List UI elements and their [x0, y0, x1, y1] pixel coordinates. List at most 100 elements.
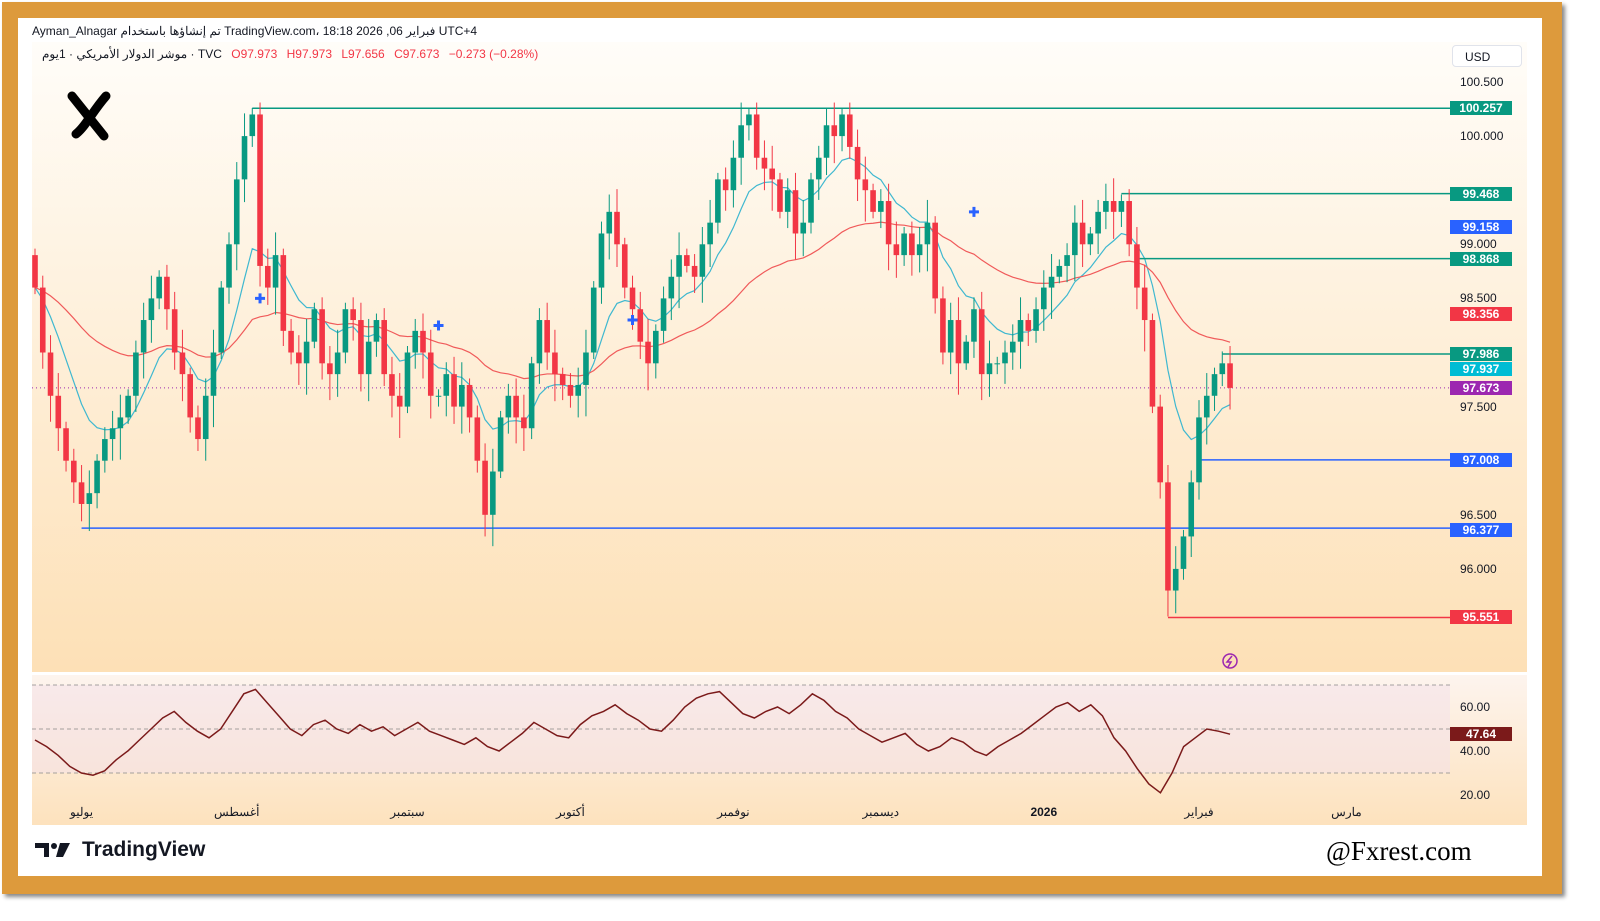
candle	[653, 324, 659, 379]
candle-body	[513, 395, 519, 418]
candle-body	[202, 395, 209, 440]
candle	[1079, 199, 1086, 268]
candle	[1203, 373, 1210, 445]
candle	[187, 367, 193, 433]
candle-body	[552, 352, 558, 375]
candle	[699, 226, 706, 303]
candle	[932, 216, 938, 314]
candle-body	[342, 309, 349, 353]
candle	[94, 454, 100, 509]
candle	[32, 248, 38, 295]
candle-body	[854, 146, 861, 180]
candle-body	[916, 244, 923, 256]
candle	[427, 329, 434, 419]
candle	[474, 405, 481, 473]
candle	[792, 172, 799, 260]
candle-body	[947, 320, 954, 353]
candle	[249, 107, 256, 147]
candle	[901, 226, 907, 266]
candle	[753, 102, 760, 170]
price-badge: 97.673	[1450, 380, 1512, 395]
level-price-label: 100.257	[1450, 101, 1512, 116]
candle-body	[932, 222, 938, 299]
cross-marker-icon	[968, 206, 979, 217]
candle-body	[590, 287, 597, 353]
candle	[847, 102, 853, 159]
candle	[71, 448, 77, 503]
candle-body	[544, 320, 550, 353]
candle-body	[870, 190, 876, 212]
candle-body	[1048, 276, 1055, 288]
candle	[420, 313, 426, 379]
candle-body	[241, 136, 248, 180]
candle	[117, 394, 124, 460]
candle-body	[39, 287, 46, 353]
candle	[342, 302, 349, 364]
level-price-label: 95.551	[1450, 610, 1512, 625]
candle	[746, 107, 752, 141]
price-pane[interactable]	[32, 42, 1527, 672]
price-badge: 97.937	[1450, 362, 1512, 376]
candle-body	[125, 395, 131, 418]
candle	[1134, 226, 1140, 310]
candle	[365, 318, 372, 402]
candle	[109, 410, 116, 461]
candle	[668, 259, 675, 321]
candle	[808, 172, 814, 234]
candle	[784, 178, 791, 229]
candle	[435, 389, 442, 407]
candle-body	[1188, 482, 1195, 537]
candle-body	[427, 352, 434, 396]
candle-body	[521, 417, 527, 429]
candle	[459, 362, 465, 434]
month-label: يوليو	[70, 805, 94, 819]
candle	[1095, 199, 1101, 255]
symbol-name[interactable]: موشر الدولار الأمريكي · 1يوم · TVC	[42, 47, 222, 61]
candle	[707, 199, 713, 268]
candle-body	[847, 114, 853, 147]
candle-body	[1041, 287, 1047, 310]
candle-body	[1118, 201, 1125, 212]
candle	[319, 297, 325, 380]
candle-body	[777, 179, 783, 212]
candle	[715, 172, 721, 234]
candle-body	[140, 320, 147, 353]
candle-body	[691, 265, 698, 277]
candle-body	[761, 157, 768, 169]
candle-body	[226, 244, 232, 288]
candle	[102, 427, 108, 473]
candle	[1056, 259, 1063, 284]
alert-lightning-icon[interactable]	[1222, 653, 1238, 669]
candle-body	[466, 384, 473, 418]
candle	[63, 421, 69, 472]
tradingview-brand: TradingView	[82, 838, 206, 861]
candle	[567, 373, 574, 408]
candle-body	[179, 352, 186, 375]
candle	[940, 286, 946, 365]
candle	[870, 183, 876, 219]
symbol-legend: موشر الدولار الأمريكي · 1يوم · TVC O97.9…	[42, 47, 538, 61]
candle-body	[32, 255, 38, 288]
candle	[823, 107, 830, 176]
candle-body	[249, 114, 256, 137]
candle-body	[327, 363, 333, 375]
candle-body	[699, 244, 706, 277]
candle	[994, 356, 1001, 375]
candle-body	[1211, 374, 1218, 396]
candle	[404, 346, 411, 414]
candle-body	[156, 276, 162, 299]
candle	[334, 329, 341, 397]
price-tick: 96.500	[1460, 507, 1497, 522]
candle	[536, 308, 543, 384]
publish-info: Ayman_Alnagar تم إنشاؤها باستخدام Tradin…	[32, 24, 478, 38]
candle-body	[606, 211, 613, 234]
candle	[800, 199, 807, 257]
candle-body	[404, 352, 411, 407]
rsi-tick: 60.00	[1460, 700, 1491, 714]
candle-body	[792, 190, 799, 234]
candle-body	[1009, 341, 1016, 353]
candle	[575, 367, 581, 418]
candle-body	[940, 298, 946, 353]
candle	[1072, 205, 1078, 282]
currency-button[interactable]: USD	[1452, 45, 1522, 67]
